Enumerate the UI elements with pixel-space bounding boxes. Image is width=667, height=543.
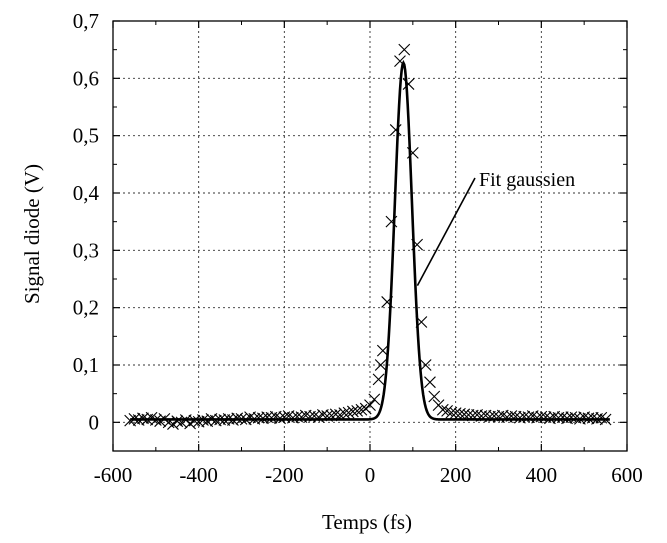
annotation-label: Fit gaussien [479,169,575,191]
data-point-marker [389,124,402,136]
y-tick-labels: 0 0,1 0,2 0,3 0,4 0,5 0,6 0,7 [73,9,100,434]
y-tick-label: 0,5 [73,124,99,148]
y-tick-label: 0 [89,410,100,434]
data-point-marker [441,404,453,417]
x-tick-label: 600 [611,463,643,487]
x-tick-label: -600 [94,463,133,487]
data-point-marker [556,411,569,424]
data-point-marker [368,393,381,406]
x-tick-label: -200 [265,463,304,487]
data-point-marker [372,373,385,386]
data-point-marker [145,411,158,424]
x-axis-label: Temps (fs) [322,510,412,534]
gaussian-fit-line [130,59,610,421]
y-tick-label: 0,2 [73,296,99,320]
y-axis-label: Signal diode (V) [20,164,44,304]
data-point-marker [428,390,441,403]
axis-ticks [112,20,628,451]
y-tick-label: 0,6 [73,66,99,90]
x-tick-label: 400 [526,463,558,487]
data-point-marker [595,411,608,424]
grid [113,21,627,451]
data-point-marker [398,43,411,56]
data-point-marker [374,359,387,371]
data-point-marker [436,403,449,416]
data-point-marker [355,403,368,416]
x-tick-label: -400 [179,463,218,487]
plot-frame [112,20,628,452]
data-points [124,43,612,430]
x-tick-label: 0 [365,463,376,487]
x-tick-label: 200 [440,463,472,487]
y-tick-label: 0,4 [73,181,100,205]
y-tick-label: 0,7 [73,9,99,33]
data-point-marker [419,359,432,371]
data-point-marker [402,78,415,90]
x-tick-labels: -600 -400 -200 0 200 400 600 [94,463,643,487]
data-point-marker [364,399,376,412]
data-point-marker [424,376,436,389]
data-point-marker [351,404,364,417]
y-tick-label: 0,3 [73,238,99,262]
annotation-pointer [416,177,476,287]
data-point-marker [586,411,599,424]
y-tick-label: 0,1 [73,353,99,377]
